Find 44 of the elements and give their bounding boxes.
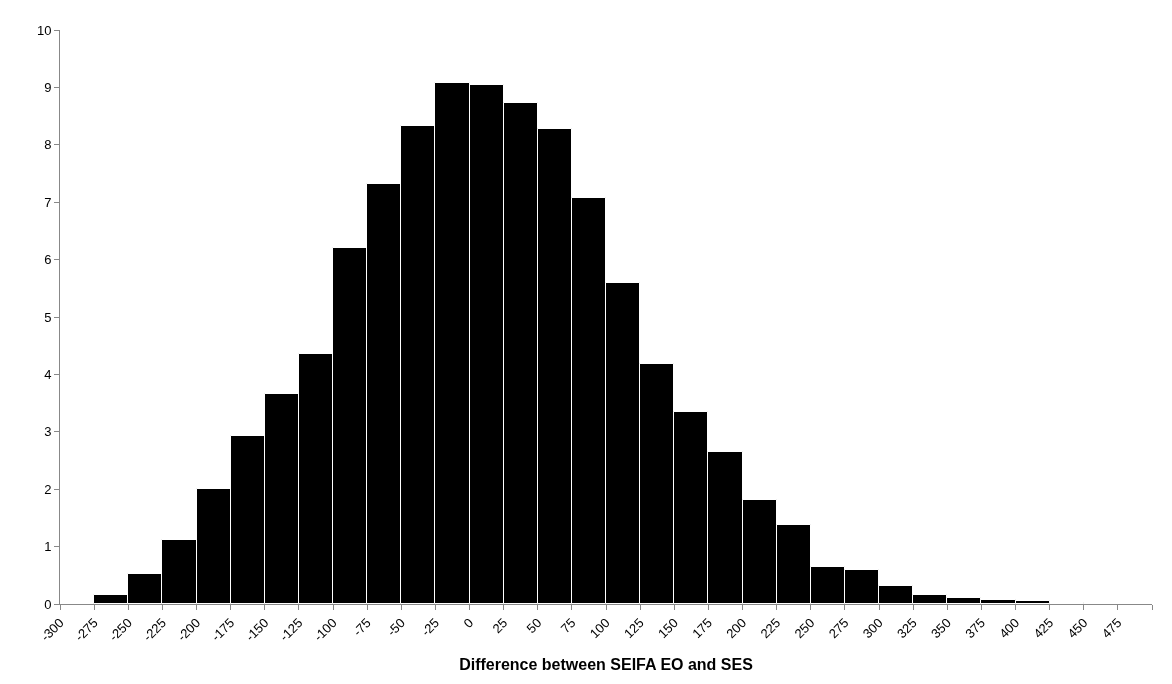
x-tick-label: -25 bbox=[418, 615, 443, 640]
x-tick-label: -75 bbox=[349, 615, 374, 640]
y-tick-label: 7 bbox=[44, 194, 52, 210]
x-tick-label: 250 bbox=[791, 615, 818, 642]
x-tick-label: -175 bbox=[208, 615, 238, 645]
x-tick-label: 125 bbox=[620, 615, 647, 642]
x-tick-label: 275 bbox=[825, 615, 852, 642]
y-tick-label: 8 bbox=[44, 137, 52, 153]
y-tick-label: 1 bbox=[44, 539, 52, 555]
x-axis-title: Difference between SEIFA EO and SES bbox=[459, 655, 754, 673]
x-tick-label: -100 bbox=[310, 615, 340, 645]
x-tick-label: -150 bbox=[242, 615, 272, 645]
x-tick-label: -300 bbox=[37, 615, 67, 645]
x-tick-label: 475 bbox=[1098, 615, 1125, 642]
x-tick-label: 100 bbox=[586, 615, 613, 642]
x-tick-label: 425 bbox=[1030, 615, 1057, 642]
x-tick-label: -125 bbox=[276, 615, 306, 645]
y-tick-label: 4 bbox=[44, 366, 52, 382]
x-tick-label: 25 bbox=[489, 615, 511, 637]
x-tick-label: -275 bbox=[71, 615, 101, 645]
y-tick-label: 0 bbox=[44, 596, 52, 612]
x-tick-label: 50 bbox=[523, 615, 545, 637]
y-tick-label: 9 bbox=[44, 79, 52, 95]
y-tick-label: 10 bbox=[36, 22, 52, 38]
x-tick-label: 350 bbox=[928, 615, 954, 642]
y-tick-label: 3 bbox=[44, 424, 52, 440]
x-tick-label: -200 bbox=[174, 615, 204, 645]
x-tick-label: 375 bbox=[962, 615, 989, 642]
x-tick-label: 150 bbox=[655, 615, 681, 642]
y-tick-label: 2 bbox=[44, 481, 52, 497]
x-tick-label: 75 bbox=[557, 615, 579, 637]
x-tick-label: 450 bbox=[1064, 615, 1091, 642]
x-tick-label: -50 bbox=[384, 615, 408, 640]
x-tick-label: -225 bbox=[140, 615, 170, 645]
x-tick-label: 400 bbox=[996, 615, 1023, 642]
x-tick-label: 175 bbox=[689, 615, 716, 642]
x-tick-label: 225 bbox=[757, 615, 784, 642]
x-tick-label: 0 bbox=[460, 615, 477, 631]
x-tick-label: -250 bbox=[105, 615, 135, 645]
y-tick-label: 5 bbox=[44, 309, 52, 325]
x-tick-label: 200 bbox=[723, 615, 750, 642]
x-tick-label: 300 bbox=[859, 615, 886, 642]
x-tick-label: 325 bbox=[893, 615, 920, 642]
y-tick-label: 6 bbox=[44, 252, 52, 268]
